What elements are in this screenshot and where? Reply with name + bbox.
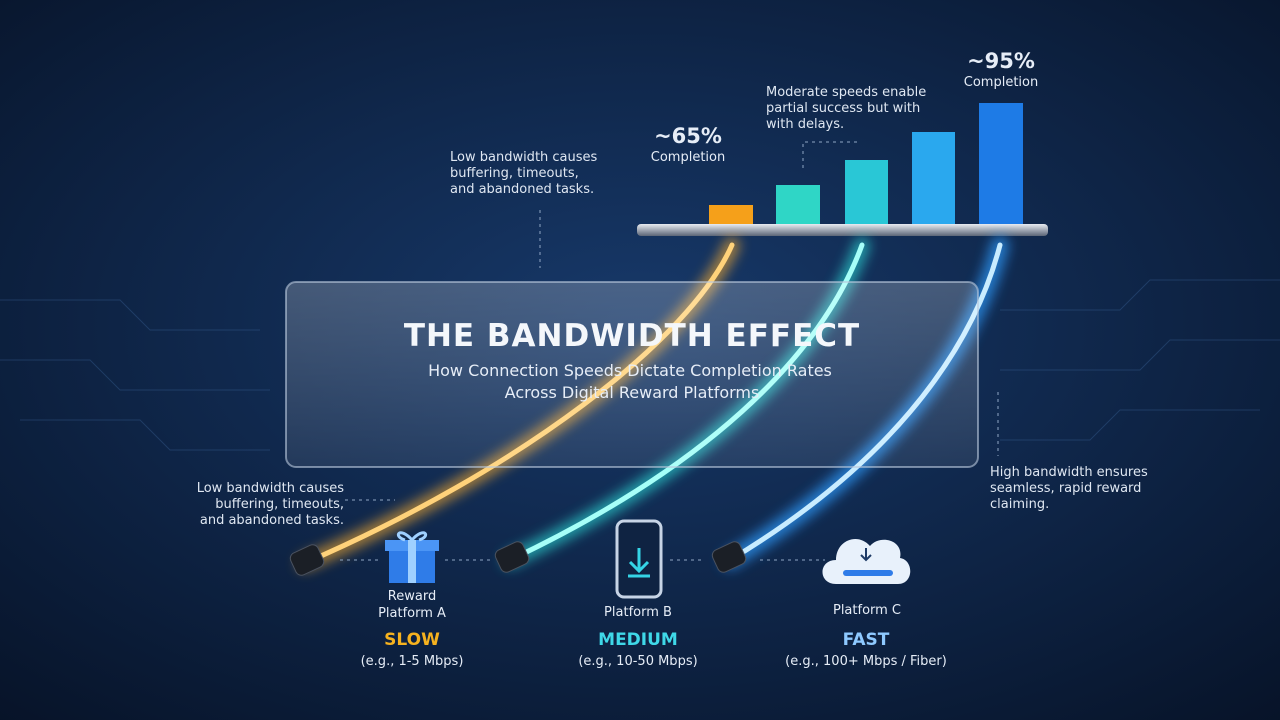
platform-name-line: Reward (387, 589, 437, 604)
gift-icon (385, 531, 439, 583)
platform-name-line: Platform C (832, 603, 902, 618)
subtitle: How Connection Speeds Dictate Completion… (428, 361, 832, 380)
annotation: High bandwidth ensures seamless, rapid re… (990, 465, 1148, 513)
annotation: Low bandwidth causes buffering, timeouts,… (450, 150, 597, 198)
annotation-line: buffering, timeouts, (450, 166, 579, 181)
annotation-line: and abandoned tasks. (199, 513, 344, 528)
annotation-line: High bandwidth ensures (990, 465, 1148, 480)
bar-caption: Completion (963, 75, 1039, 90)
annotation-line: seamless, rapid reward (990, 481, 1142, 496)
platform-name: Reward Platform A (378, 588, 446, 622)
platform-name: Platform C (833, 603, 901, 618)
speed-label: FAST (842, 630, 890, 650)
cloud-icon (822, 538, 911, 584)
annotation-line: Low bandwidth causes (450, 150, 598, 165)
annotation: Low bandwidth causes buffering, timeouts,… (197, 481, 344, 529)
speed-label: SLOW (384, 630, 440, 650)
glass-panel (285, 281, 979, 468)
annotation-line: with delays. (766, 117, 845, 132)
annotation-line: partial success but with (766, 101, 921, 116)
annotation: Moderate speeds enable partial success bu… (766, 85, 926, 133)
platform-name-line: Platform A (378, 606, 446, 621)
leader-lines (340, 141, 999, 561)
annotation-line: buffering, timeouts, (215, 497, 344, 512)
annotation-line: claiming. (990, 497, 1050, 512)
speed-example: (e.g., 10-50 Mbps) (578, 654, 698, 669)
bar-value: ~95% (967, 49, 1035, 73)
bar-caption: Completion (650, 150, 726, 165)
cable-ends (289, 541, 747, 576)
bar-value: ~65% (654, 124, 722, 148)
annotation-line: and abandoned tasks. (450, 182, 595, 197)
speed-example: (e.g., 1-5 Mbps) (360, 654, 464, 669)
speed-label: MEDIUM (598, 630, 678, 650)
annotation-line: Moderate speeds enable (766, 85, 927, 100)
subtitle: Across Digital Reward Platforms (504, 383, 760, 402)
platform-name: Platform B (604, 605, 672, 620)
bars (709, 103, 1023, 224)
shelf (637, 224, 1048, 236)
circuit-lines (0, 279, 1280, 451)
annotation-line: Low bandwidth causes (196, 481, 344, 496)
platform-name-line: Platform B (604, 605, 672, 620)
phone-icon (615, 519, 663, 599)
speed-example: (e.g., 100+ Mbps / Fiber) (785, 654, 947, 669)
title: THE BANDWIDTH EFFECT (403, 318, 861, 354)
